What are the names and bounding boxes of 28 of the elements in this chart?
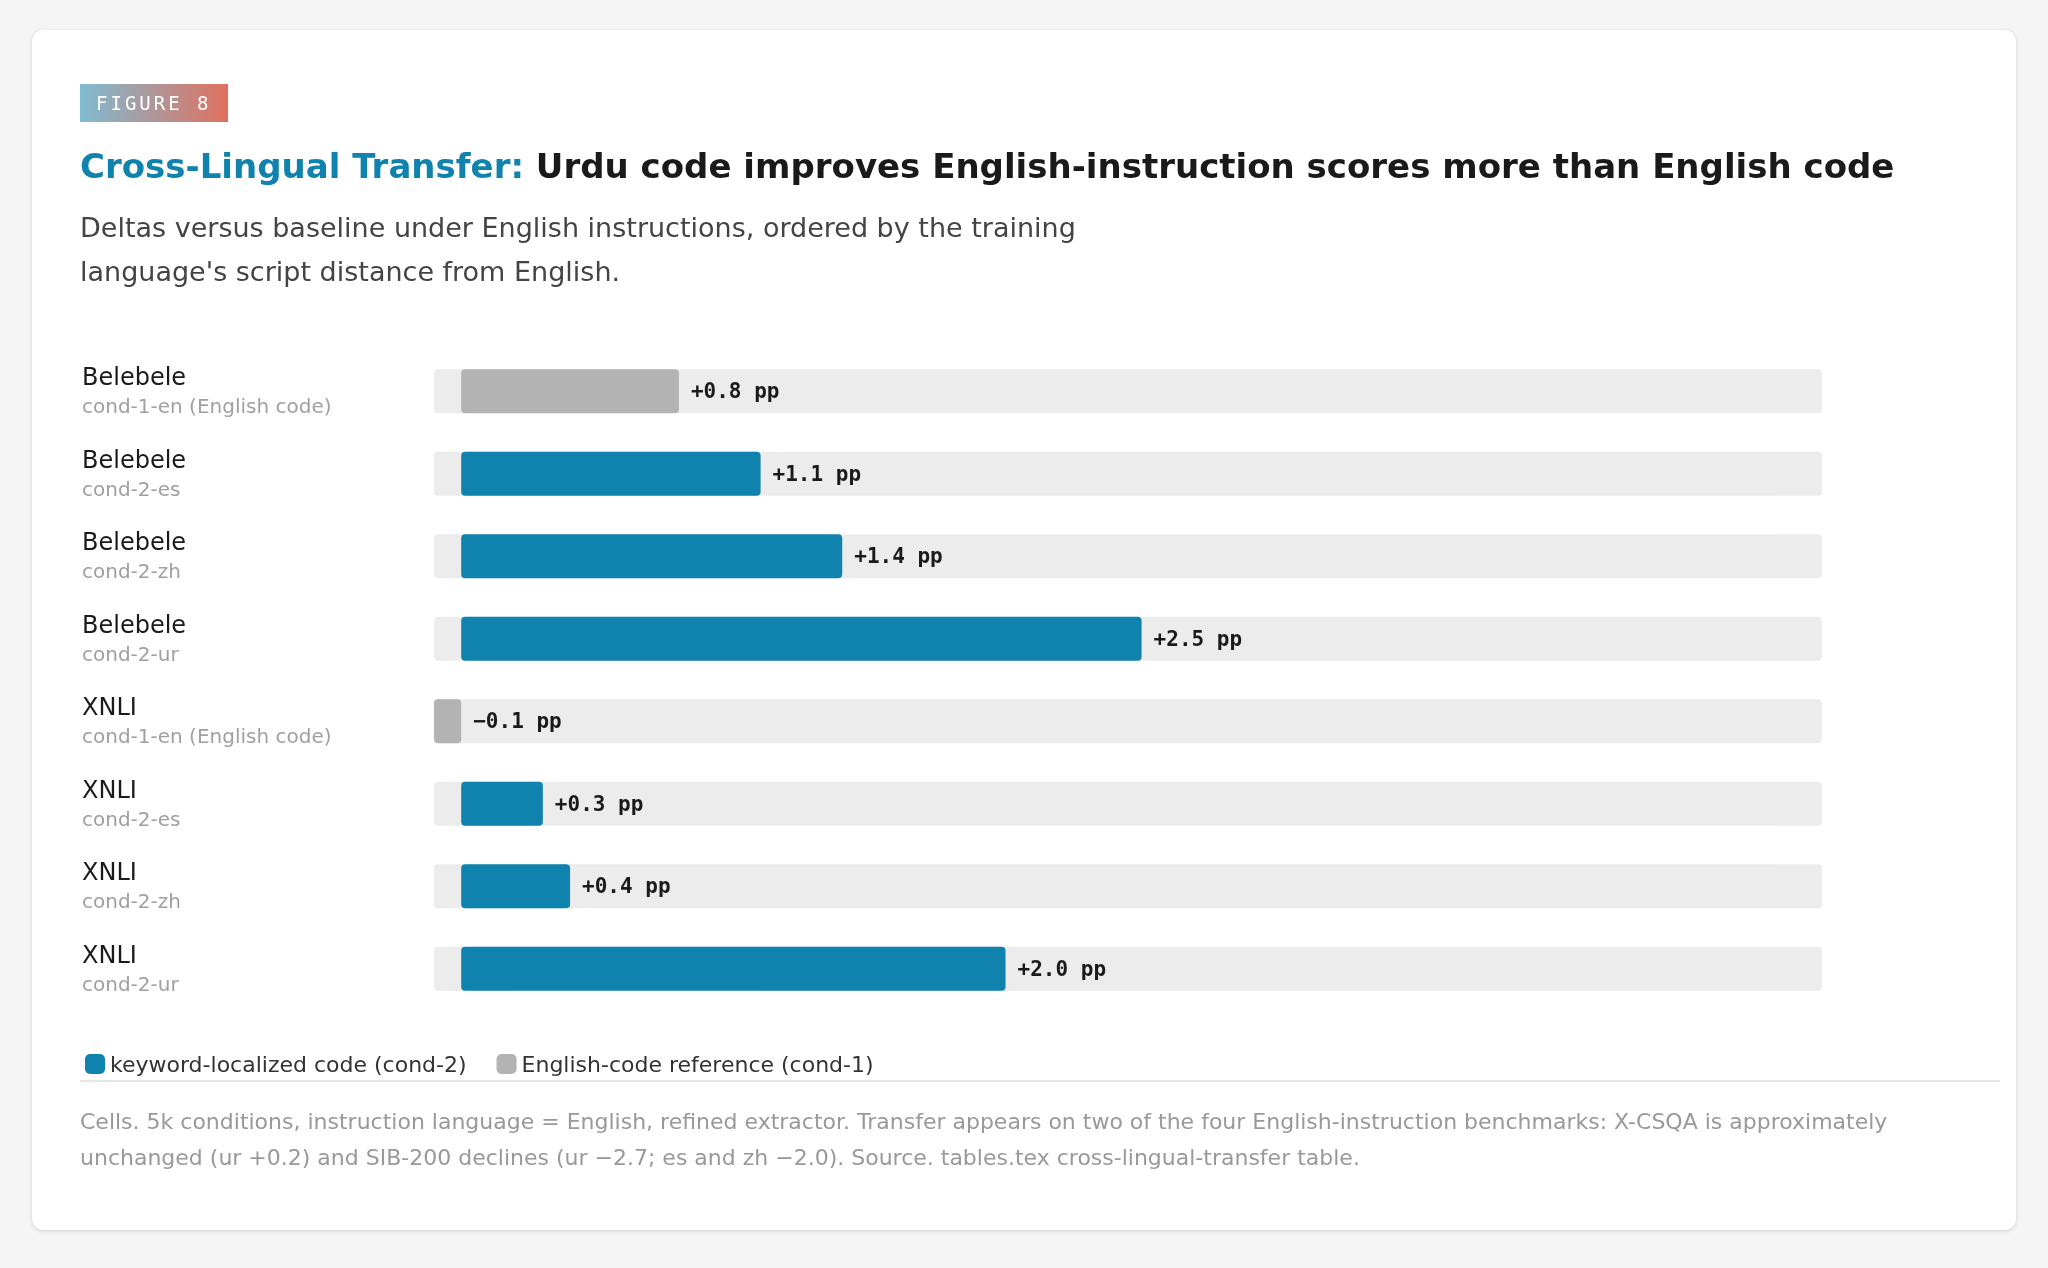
bar xyxy=(434,699,462,744)
text: Cells. 5k conditions, instruction language = English, refined extractor. Transfer appears on two of the four English-instruction benchmarks: X-CSQA is approximately unchanged (ur +0.2) and SIB-200 declines (ur −2.7; es and zh −2.0). Source. tables.tex cross-lingual-transfer table. xyxy=(80,1080,2000,1176)
y-tick-label: XNLI cond-2-ur xyxy=(82,940,180,996)
data-label: +2.0 pp xyxy=(1017,956,1107,981)
legend-label: English-code reference (cond-1) xyxy=(521,1051,874,1077)
y-tick-label: XNLI cond-1-en (English code) xyxy=(82,693,332,749)
y-tick-label: XNLI cond-2-zh xyxy=(82,858,181,914)
data-label: +1.1 pp xyxy=(772,461,862,486)
data-label: +0.8 pp xyxy=(690,379,780,404)
chart-subtitle: Deltas versus baseline under English instructions, ordered by the training language's script distance from English. xyxy=(80,211,1077,289)
y-tick-label: Belebele cond-2-zh xyxy=(82,528,187,584)
data-label: +1.4 pp xyxy=(854,544,943,569)
bar xyxy=(461,534,843,579)
y-tick-label: Belebele cond-2-es xyxy=(82,445,187,501)
chart-title: Cross-Lingual Transfer: Urdu code improves English-instruction scores more than English code xyxy=(80,146,1896,186)
caption: FIGURE 8 xyxy=(80,84,228,122)
data-label: +0.3 pp xyxy=(554,791,644,816)
y-tick-label: XNLI cond-2-es xyxy=(82,775,181,831)
legend-label: keyword-localized code (cond-2) xyxy=(110,1051,467,1077)
data-label: +2.5 pp xyxy=(1153,626,1243,651)
data-label: +0.4 pp xyxy=(582,874,671,899)
bar xyxy=(461,451,761,496)
y-tick-label: Belebele cond-2-ur xyxy=(82,610,187,666)
bar xyxy=(461,864,571,909)
bar xyxy=(461,781,543,826)
bar xyxy=(461,369,679,414)
data-label: −0.1 pp xyxy=(473,709,562,734)
y-tick-label: Belebele cond-1-en (English code) xyxy=(82,363,332,419)
